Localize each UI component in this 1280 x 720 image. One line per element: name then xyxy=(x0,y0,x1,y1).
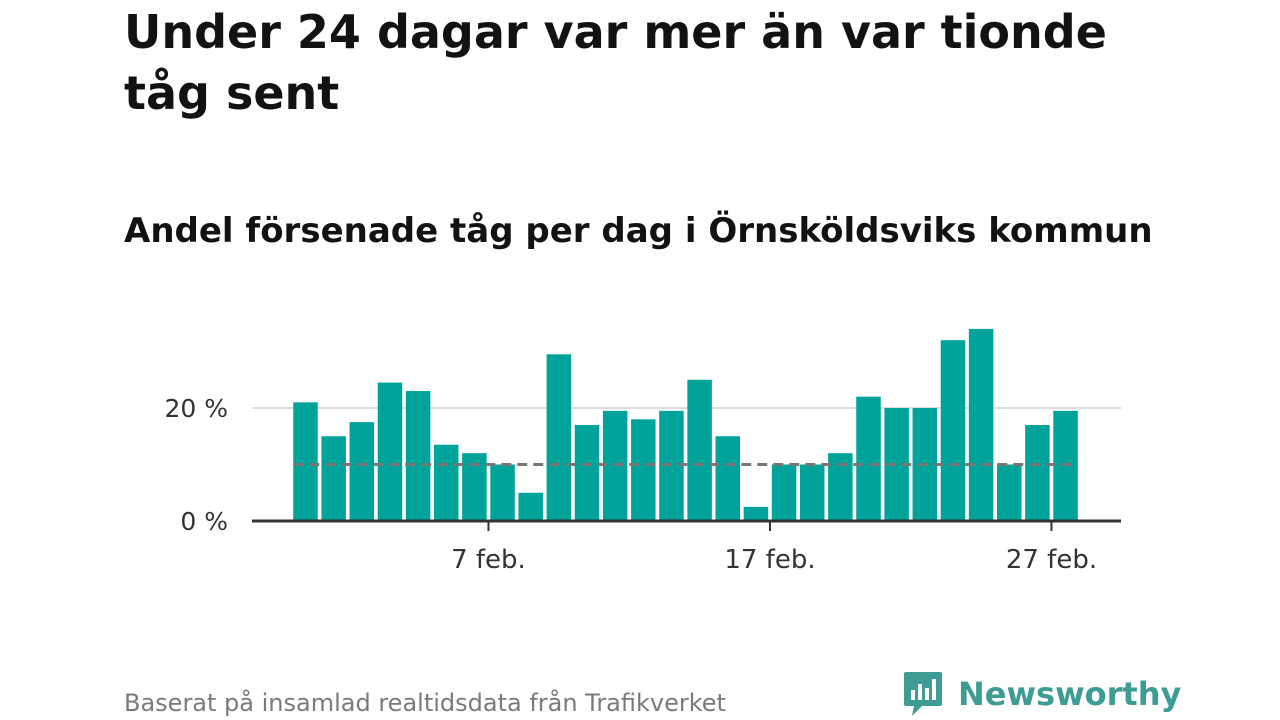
bars xyxy=(293,328,1078,521)
y-tick-label: 20 % xyxy=(164,394,228,423)
bar xyxy=(771,464,797,521)
x-tick-label: 27 feb. xyxy=(1006,545,1097,575)
brand-logo: Newsworthy xyxy=(902,670,1181,718)
bar xyxy=(799,464,825,521)
bar xyxy=(631,419,656,521)
bar xyxy=(490,464,515,521)
bar xyxy=(968,328,994,521)
bar xyxy=(1025,424,1050,521)
chart-subtitle: Andel försenade tåg per dag i Örnsköldsv… xyxy=(124,211,1153,251)
source-note: Baserat på insamlad realtidsdata från Tr… xyxy=(124,689,726,717)
bar xyxy=(715,436,740,521)
newsworthy-logo-icon xyxy=(904,672,942,716)
bar xyxy=(377,382,403,521)
bar xyxy=(856,396,881,521)
bar xyxy=(940,340,966,521)
bar xyxy=(434,444,459,521)
bar xyxy=(743,506,769,521)
brand-name: Newsworthy xyxy=(958,675,1182,713)
bar xyxy=(349,422,375,521)
axes: 0 % 20 % 7 feb. 17 feb. 27 feb. xyxy=(164,394,1121,575)
bar xyxy=(687,379,712,521)
chart-title: Under 24 dagar var mer än var tionde tåg… xyxy=(124,5,1107,120)
bar xyxy=(546,354,572,521)
bar xyxy=(997,464,1022,521)
bar xyxy=(518,492,543,521)
bar-chart: 0 % 20 % 7 feb. 17 feb. 27 feb. xyxy=(164,328,1121,575)
x-tick-label: 7 feb. xyxy=(451,545,526,575)
bar xyxy=(293,402,318,521)
bar xyxy=(321,436,346,521)
x-tick-label: 17 feb. xyxy=(724,545,815,575)
y-tick-label: 0 % xyxy=(180,507,228,536)
bar xyxy=(574,424,600,521)
bar xyxy=(405,391,431,521)
